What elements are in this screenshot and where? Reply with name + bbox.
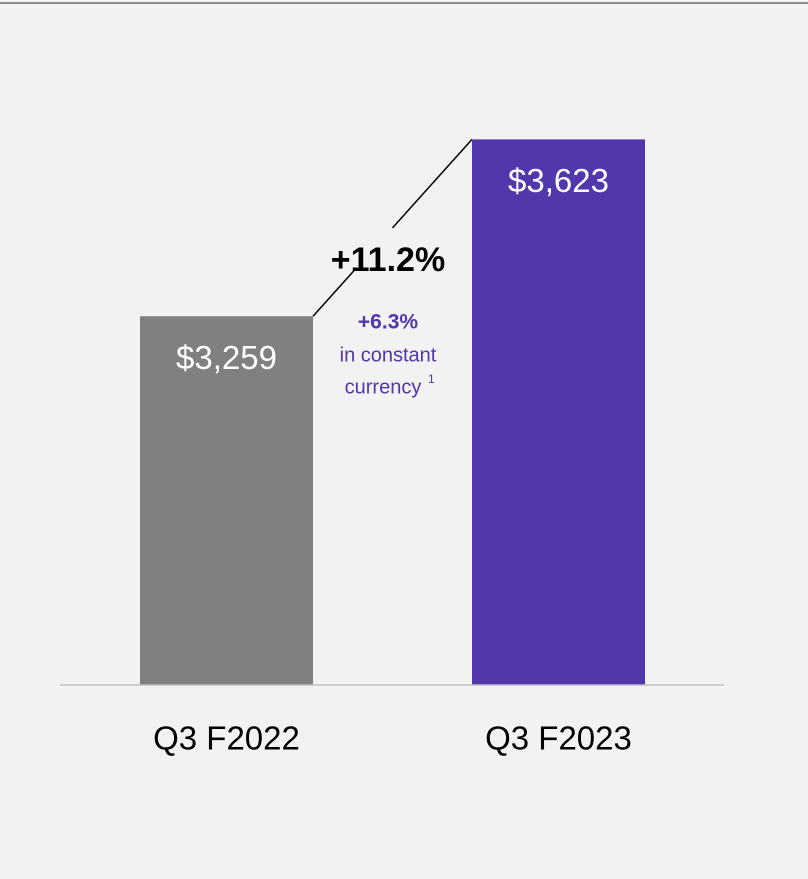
cc-note: currency xyxy=(345,376,422,398)
bar xyxy=(140,316,313,685)
cc-note: in constant xyxy=(340,344,437,366)
value-label: $3,259 xyxy=(176,339,277,376)
connector xyxy=(391,138,473,229)
connector xyxy=(312,268,357,317)
value-label: $3,623 xyxy=(508,162,609,199)
cc-growth-label: +6.3% xyxy=(358,311,418,334)
bar xyxy=(472,139,645,685)
x-tick-label: Q3 F2023 xyxy=(485,720,632,757)
growth-label: +11.2% xyxy=(331,241,445,279)
footnote-marker: 1 xyxy=(428,372,435,386)
x-tick-label: Q3 F2022 xyxy=(153,720,300,757)
